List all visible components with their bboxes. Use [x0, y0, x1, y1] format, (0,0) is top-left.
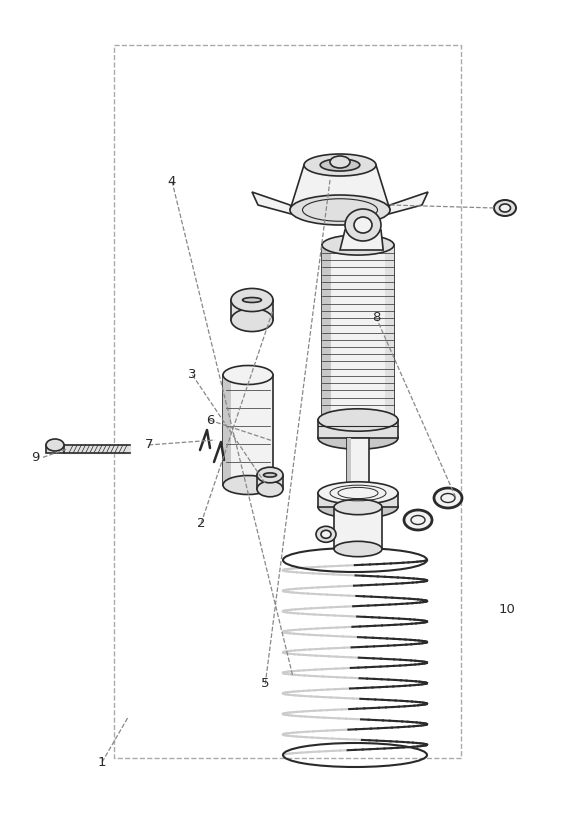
Ellipse shape	[316, 527, 336, 542]
Ellipse shape	[318, 496, 398, 518]
Text: 3: 3	[188, 368, 196, 382]
Polygon shape	[340, 230, 383, 250]
FancyBboxPatch shape	[385, 245, 394, 420]
Ellipse shape	[318, 427, 398, 449]
Ellipse shape	[223, 475, 273, 494]
FancyBboxPatch shape	[318, 420, 398, 438]
Ellipse shape	[46, 439, 64, 451]
Ellipse shape	[434, 488, 462, 508]
FancyBboxPatch shape	[347, 438, 351, 493]
Ellipse shape	[290, 195, 390, 225]
Ellipse shape	[318, 409, 398, 431]
Polygon shape	[252, 192, 295, 215]
Ellipse shape	[231, 288, 273, 311]
Ellipse shape	[334, 499, 382, 515]
Text: 5: 5	[261, 677, 269, 691]
Ellipse shape	[500, 204, 511, 212]
FancyBboxPatch shape	[231, 300, 273, 320]
FancyBboxPatch shape	[223, 375, 273, 485]
Ellipse shape	[354, 217, 372, 233]
Ellipse shape	[440, 493, 456, 503]
Ellipse shape	[304, 154, 376, 176]
Text: 10: 10	[499, 603, 515, 616]
FancyBboxPatch shape	[322, 245, 394, 420]
FancyBboxPatch shape	[334, 507, 382, 549]
Text: 8: 8	[372, 311, 380, 324]
Ellipse shape	[494, 200, 516, 216]
Ellipse shape	[264, 473, 276, 477]
Text: 7: 7	[145, 438, 153, 452]
FancyBboxPatch shape	[223, 375, 230, 485]
Ellipse shape	[330, 156, 350, 168]
Ellipse shape	[231, 308, 273, 331]
Ellipse shape	[243, 297, 261, 302]
Ellipse shape	[257, 467, 283, 483]
Ellipse shape	[411, 516, 425, 525]
Ellipse shape	[404, 510, 432, 530]
Text: 1: 1	[98, 756, 106, 769]
FancyBboxPatch shape	[46, 445, 64, 453]
Ellipse shape	[345, 209, 381, 241]
Polygon shape	[290, 165, 390, 210]
Ellipse shape	[320, 159, 360, 171]
FancyBboxPatch shape	[257, 475, 283, 489]
Ellipse shape	[318, 482, 398, 504]
Text: 6: 6	[206, 414, 214, 427]
Text: 4: 4	[168, 175, 176, 188]
Ellipse shape	[410, 514, 426, 526]
FancyBboxPatch shape	[347, 438, 369, 493]
Ellipse shape	[322, 235, 394, 255]
Ellipse shape	[223, 366, 273, 385]
Ellipse shape	[334, 541, 382, 557]
Text: 2: 2	[197, 517, 205, 530]
Ellipse shape	[257, 481, 283, 497]
Text: 9: 9	[31, 451, 39, 464]
Ellipse shape	[321, 531, 331, 538]
Polygon shape	[385, 192, 428, 215]
Ellipse shape	[441, 494, 455, 503]
FancyBboxPatch shape	[322, 245, 331, 420]
FancyBboxPatch shape	[318, 493, 398, 507]
